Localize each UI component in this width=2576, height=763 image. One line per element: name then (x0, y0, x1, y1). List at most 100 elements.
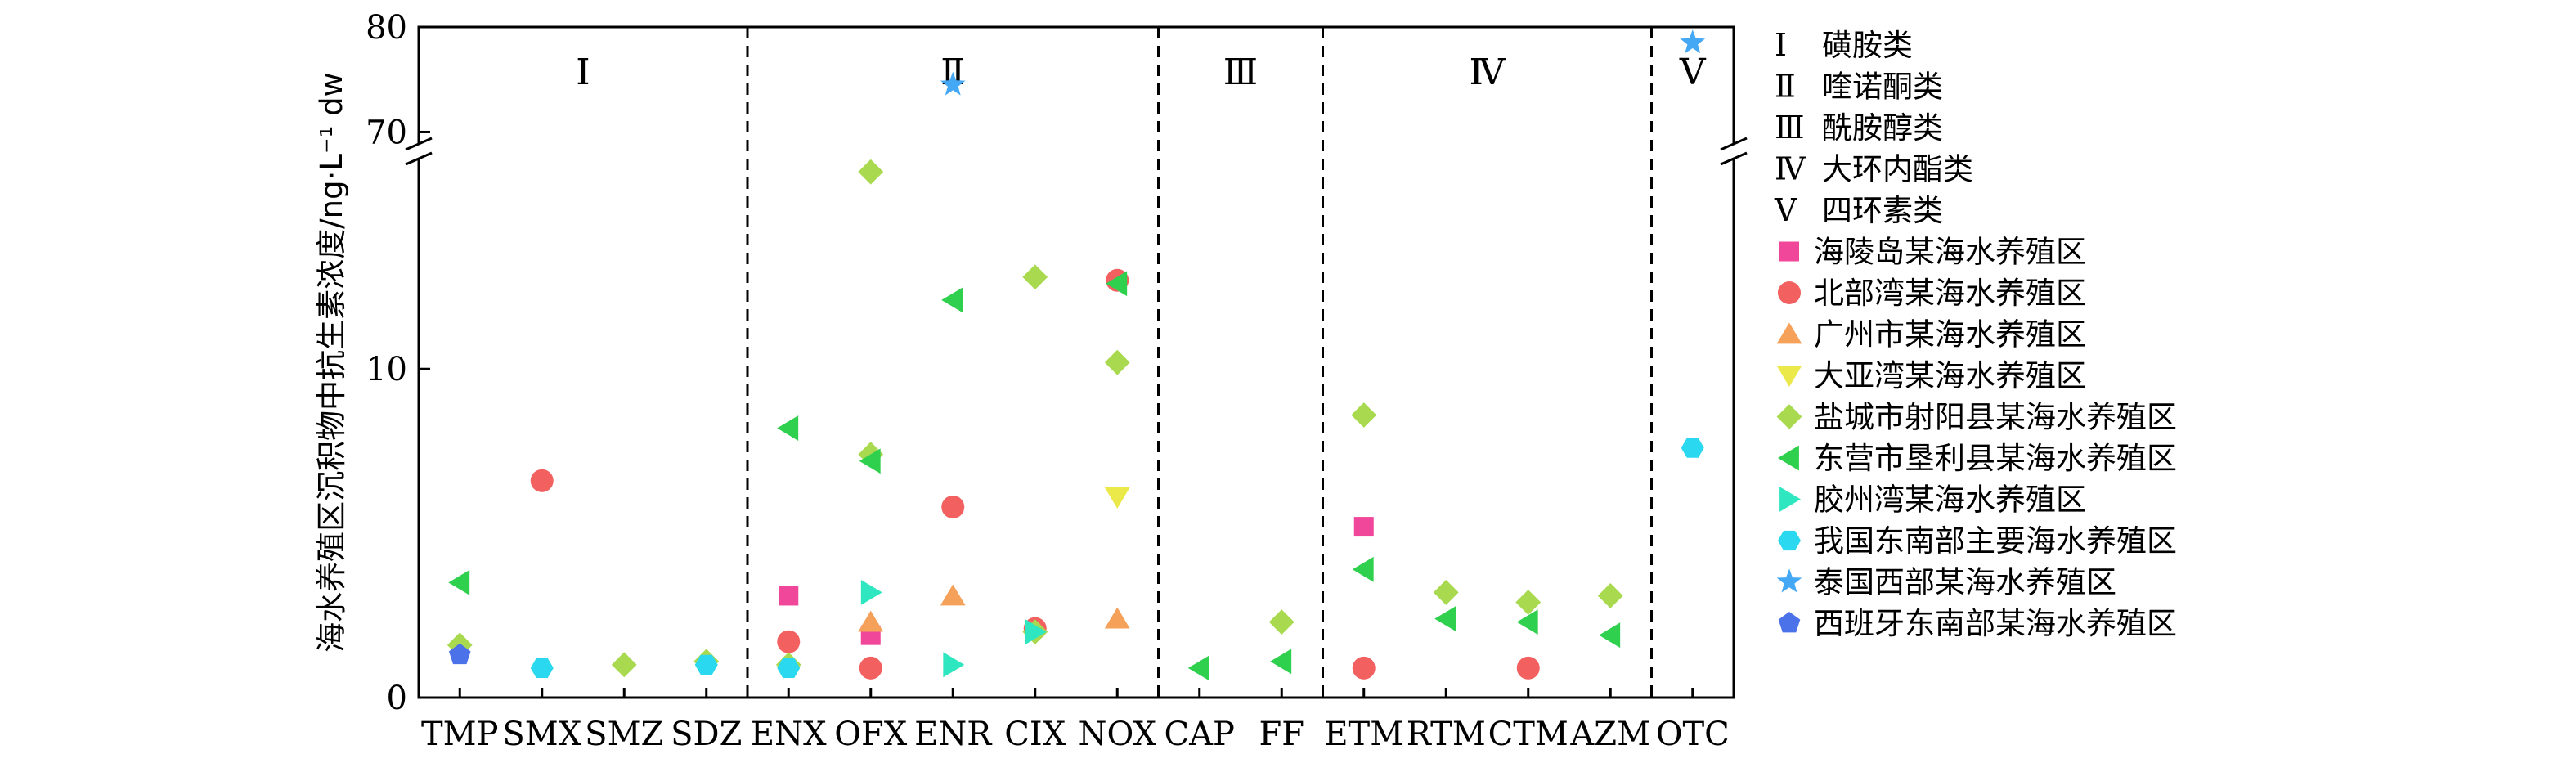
break-mark (405, 137, 433, 151)
break-gap (1721, 143, 1747, 159)
group-numeral: Ⅳ (1470, 52, 1506, 93)
data-point (941, 495, 965, 518)
data-point (858, 159, 884, 185)
plot-border (417, 25, 1735, 699)
x-tick-label: CTM (1488, 716, 1568, 753)
y-tick-label: 0 (387, 680, 407, 717)
data-point (1776, 366, 1802, 387)
x-tick-label: NOX (1078, 716, 1156, 753)
legend-series-name: 大亚湾某海水养殖区 (1814, 358, 2086, 393)
data-point (1681, 438, 1704, 458)
y-tick-label: 70 (366, 114, 407, 151)
data-points (447, 29, 1706, 681)
legend-series-name: 北部湾某海水养殖区 (1814, 276, 2086, 311)
plot-frame (417, 25, 1735, 699)
legend-group-name: 酰胺醇类 (1822, 110, 1943, 146)
data-point (1187, 655, 1209, 681)
data-point (1434, 606, 1456, 631)
legend-series-name: 广州市某海水养殖区 (1814, 317, 2086, 352)
data-point (1779, 487, 1801, 512)
legend-group-numeral: Ⅴ (1774, 192, 1797, 228)
data-point (1680, 29, 1706, 54)
legend-series-name: 胶州湾某海水养殖区 (1814, 482, 2086, 518)
x-tick-label: SDZ (671, 716, 742, 753)
data-point (941, 287, 963, 313)
data-point (1599, 622, 1621, 649)
data-point (1516, 609, 1538, 635)
data-point (943, 652, 965, 678)
data-point (1025, 619, 1047, 645)
x-tick-label: ENX (751, 716, 827, 753)
x-tick-label: SMX (502, 716, 581, 753)
legend-group-numeral: Ⅲ (1775, 110, 1805, 146)
data-point (1778, 445, 1799, 471)
data-point (530, 658, 554, 678)
data-point (448, 569, 470, 595)
legend-series-name: 盐城市射阳县某海水养殖区 (1814, 400, 2177, 435)
x-tick-label: CAP (1165, 716, 1235, 753)
x-tick-label: TMP (421, 716, 499, 753)
data-point (1104, 487, 1130, 509)
legend-series-name: 海陵岛某海水养殖区 (1814, 235, 2086, 270)
x-tick-label: SMZ (585, 716, 663, 753)
legend-group-name: 四环素类 (1822, 193, 1943, 228)
x-tick-label: CIX (1004, 716, 1066, 753)
data-point (1104, 349, 1130, 375)
data-point (1516, 656, 1540, 680)
legend-group-name: 大环内酯类 (1822, 152, 1973, 187)
data-point (530, 469, 554, 492)
data-point (1433, 580, 1459, 605)
break-mark (1720, 151, 1748, 166)
group-numeral: Ⅴ (1679, 52, 1707, 93)
x-tick-label: OTC (1656, 716, 1730, 753)
data-point (940, 71, 966, 96)
break-mark (405, 151, 433, 166)
y-tick-label: 80 (366, 9, 407, 47)
legend-series-name: 泰国西部某海水养殖区 (1814, 565, 2116, 600)
group-labels: ⅠⅡⅢⅣⅤ (576, 52, 1707, 93)
x-tick-label: ETM (1324, 716, 1403, 753)
x-tick-label: FF (1259, 716, 1304, 753)
data-point (694, 654, 718, 675)
y-tick-label: 10 (366, 351, 407, 388)
data-point (611, 652, 637, 678)
x-axis: TMP SMX SMZ SDZ ENX OFX ENR CIX NOX CAP FF ETM RTM CT… (421, 688, 1730, 753)
data-point (1351, 402, 1377, 428)
data-point (858, 610, 884, 632)
legend-group-numeral: Ⅳ (1775, 151, 1806, 187)
data-point (1106, 271, 1128, 297)
data-point (859, 656, 882, 680)
data-point (860, 580, 882, 605)
data-point (1353, 517, 1374, 537)
data-point (1776, 404, 1802, 429)
group-dividers (746, 27, 1653, 698)
data-point (1352, 656, 1376, 680)
legend-group-name: 磺胺类 (1822, 28, 1913, 63)
data-point (777, 415, 799, 441)
legend-series-name: 东营市垦利县某海水养殖区 (1814, 441, 2177, 476)
data-point (1776, 568, 1802, 593)
data-point (1776, 322, 1802, 344)
legend-group-numeral: Ⅰ (1775, 27, 1787, 63)
break-mark (1720, 137, 1748, 151)
data-point (1352, 556, 1374, 582)
legend-series-name: 西班牙东南部某海水养殖区 (1814, 606, 2177, 641)
data-point (1778, 612, 1801, 633)
data-point (1597, 583, 1623, 608)
legend: Ⅰ 磺胺类 Ⅱ 喹诺酮类 Ⅲ 酰胺醇类 Ⅳ 大环内酯类 Ⅴ 四环素类海陵岛某海水养殖区北部湾某海水… (1774, 27, 2177, 641)
data-point (1104, 607, 1130, 629)
data-point (1270, 649, 1292, 675)
legend-series-name: 我国东南部主要海水养殖区 (1814, 523, 2177, 559)
group-numeral: Ⅲ (1223, 52, 1258, 93)
data-point (1778, 530, 1801, 551)
data-point (779, 586, 799, 606)
data-point (940, 584, 966, 606)
break-gap (406, 143, 432, 159)
legend-group-name: 喹诺酮类 (1822, 70, 1943, 105)
axis-break (405, 137, 1748, 166)
data-point (1779, 241, 1799, 262)
legend-group-numeral: Ⅱ (1775, 69, 1796, 105)
data-point (859, 448, 881, 474)
x-tick-label: OFX (834, 716, 908, 753)
